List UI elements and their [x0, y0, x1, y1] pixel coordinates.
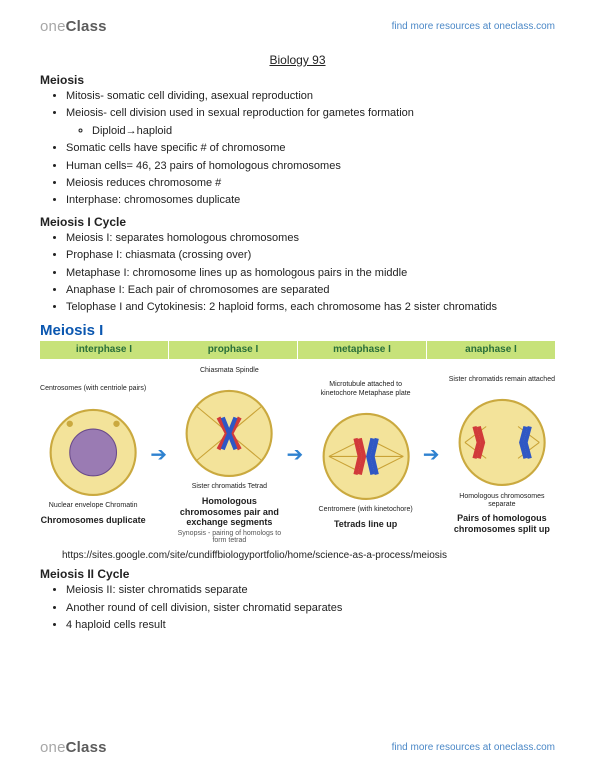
heading-meiosis1: Meiosis I Cycle	[40, 215, 555, 229]
source-link[interactable]: https://sites.google.com/site/cundiffbio…	[62, 550, 555, 561]
logo: oneClass	[40, 739, 107, 756]
cell-prophase: Chiasmata Spindle Sister chromatids Tetr…	[176, 365, 282, 544]
page-title: Biology 93	[40, 53, 555, 67]
list-item: Metaphase I: chromosome lines up as homo…	[66, 266, 555, 281]
list-item: Meiosis reduces chromosome #	[66, 176, 555, 191]
list-item: Somatic cells have specific # of chromos…	[66, 141, 555, 156]
header-link[interactable]: find more resources at oneclass.com	[392, 21, 555, 32]
list-item: Telophase I and Cytokinesis: 2 haploid f…	[66, 300, 555, 315]
header: oneClass find more resources at oneclass…	[40, 18, 555, 41]
list-item: Meiosis- cell division used in sexual re…	[66, 106, 555, 139]
logo-pre: one	[40, 18, 66, 35]
cell-svg	[40, 394, 146, 500]
top-label: Microtubule attached to kinetochore Meta…	[313, 381, 419, 398]
cell-caption: Pairs of homologous chromosomes split up	[449, 513, 555, 535]
cell-svg	[449, 384, 555, 490]
phase-label: anaphase I	[427, 341, 555, 359]
cell-caption: Chromosomes duplicate	[41, 515, 146, 526]
list-item: Meiosis I: separates homologous chromoso…	[66, 231, 555, 246]
logo-bold: Class	[66, 739, 107, 756]
meiosis-diagram: Meiosis I interphase I prophase I metaph…	[40, 322, 555, 544]
phase-label: prophase I	[169, 341, 298, 359]
list-item: Mitosis- somatic cell dividing, asexual …	[66, 89, 555, 104]
diagram-title: Meiosis I	[40, 322, 555, 339]
logo-bold: Class	[66, 18, 107, 35]
bottom-label: Homologous chromosomes separate	[449, 493, 555, 510]
cell-anaphase: Sister chromatids remain attached Homolo…	[449, 374, 555, 535]
list-meiosis: Mitosis- somatic cell dividing, asexual …	[40, 89, 555, 209]
arrow-icon: ➔	[287, 442, 309, 467]
list-item: 4 haploid cells result	[66, 618, 555, 633]
cell-metaphase: Microtubule attached to kinetochore Meta…	[313, 379, 419, 529]
list-meiosis2: Meiosis II: sister chromatids separate A…	[40, 583, 555, 633]
cell-svg	[176, 375, 282, 481]
arrow-icon: ➔	[150, 442, 172, 467]
cell-caption: Homologous chromosomes pair and exchange…	[176, 496, 282, 528]
phase-bar: interphase I prophase I metaphase I anap…	[40, 341, 555, 359]
top-label: Centrosomes (with centriole pairs)	[40, 385, 146, 393]
list-item: Anaphase I: Each pair of chromosomes are…	[66, 283, 555, 298]
cells-row: Centrosomes (with centriole pairs) Nucle…	[40, 365, 555, 544]
logo: oneClass	[40, 18, 107, 35]
list-item-text: Meiosis- cell division used in sexual re…	[66, 107, 414, 119]
top-label: Sister chromatids remain attached	[449, 376, 555, 384]
list-item: Interphase: chromosomes duplicate	[66, 193, 555, 208]
cell-svg	[313, 398, 419, 504]
phase-label: metaphase I	[298, 341, 427, 359]
bottom-label: Sister chromatids Tetrad	[192, 483, 267, 491]
logo-pre: one	[40, 739, 66, 756]
cell-note: Synopsis - pairing of homologs to form t…	[176, 530, 282, 544]
list-item: Prophase I: chiasmata (crossing over)	[66, 248, 555, 263]
heading-meiosis: Meiosis	[40, 73, 555, 87]
list-meiosis1: Meiosis I: separates homologous chromoso…	[40, 231, 555, 316]
arrow-icon: ➔	[423, 442, 445, 467]
heading-meiosis2: Meiosis II Cycle	[40, 567, 555, 581]
bottom-label: Centromere (with kinetochore)	[319, 506, 413, 514]
footer-link[interactable]: find more resources at oneclass.com	[392, 742, 555, 753]
list-item: Another round of cell division, sister c…	[66, 601, 555, 616]
cell-caption: Tetrads line up	[334, 519, 397, 530]
top-label: Chiasmata Spindle	[200, 367, 259, 375]
list-item: Meiosis II: sister chromatids separate	[66, 583, 555, 598]
bottom-label: Nuclear envelope Chromatin	[49, 502, 138, 510]
phase-label: interphase I	[40, 341, 169, 359]
list-subitem: Diploid→haploid	[92, 124, 555, 139]
cell-interphase: Centrosomes (with centriole pairs) Nucle…	[40, 383, 146, 525]
footer: oneClass find more resources at oneclass…	[40, 733, 555, 756]
list-item: Human cells= 46, 23 pairs of homologous …	[66, 159, 555, 174]
